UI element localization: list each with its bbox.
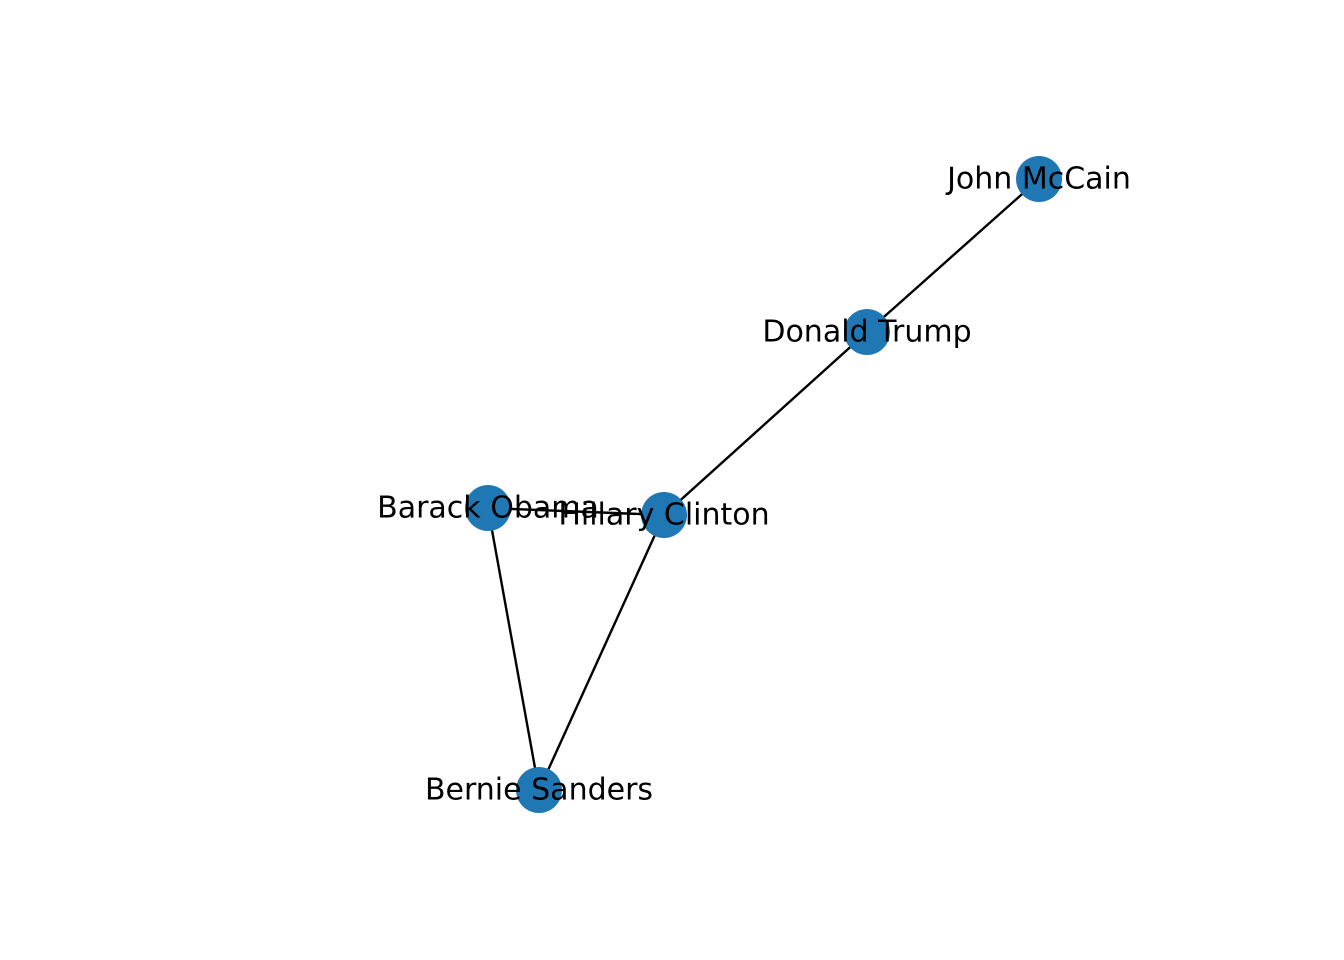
node-label-barack-obama: Barack Obama (377, 491, 599, 526)
node-label-donald-trump: Donald Trump (762, 315, 971, 350)
labels-layer: John McCain Donald Trump Barack ObamaHilla… (377, 162, 1131, 808)
node-label-john-mccain: John McCain (945, 162, 1131, 197)
edge-barack-obama-bernie-sanders (486, 507, 541, 791)
node-bernie-sanders[interactable] (516, 767, 562, 813)
edge-john-mccain-donald-trump (866, 178, 1040, 333)
edges-layer (486, 178, 1040, 791)
edge-donald-trump-hillary-clinton (663, 331, 868, 516)
node-hillary-clinton[interactable] (641, 492, 687, 538)
node-donald-trump[interactable] (844, 309, 890, 355)
edge-hillary-clinton-bernie-sanders (537, 514, 666, 791)
edge-barack-obama-hillary-clinton (487, 506, 665, 517)
node-label-hillary-clinton: Hillary Clinton (558, 498, 769, 533)
node-john-mccain[interactable] (1016, 156, 1062, 202)
node-label-bernie-sanders: Bernie Sanders (425, 773, 653, 808)
node-barack-obama[interactable] (465, 485, 511, 531)
nodes-layer (465, 156, 1062, 813)
